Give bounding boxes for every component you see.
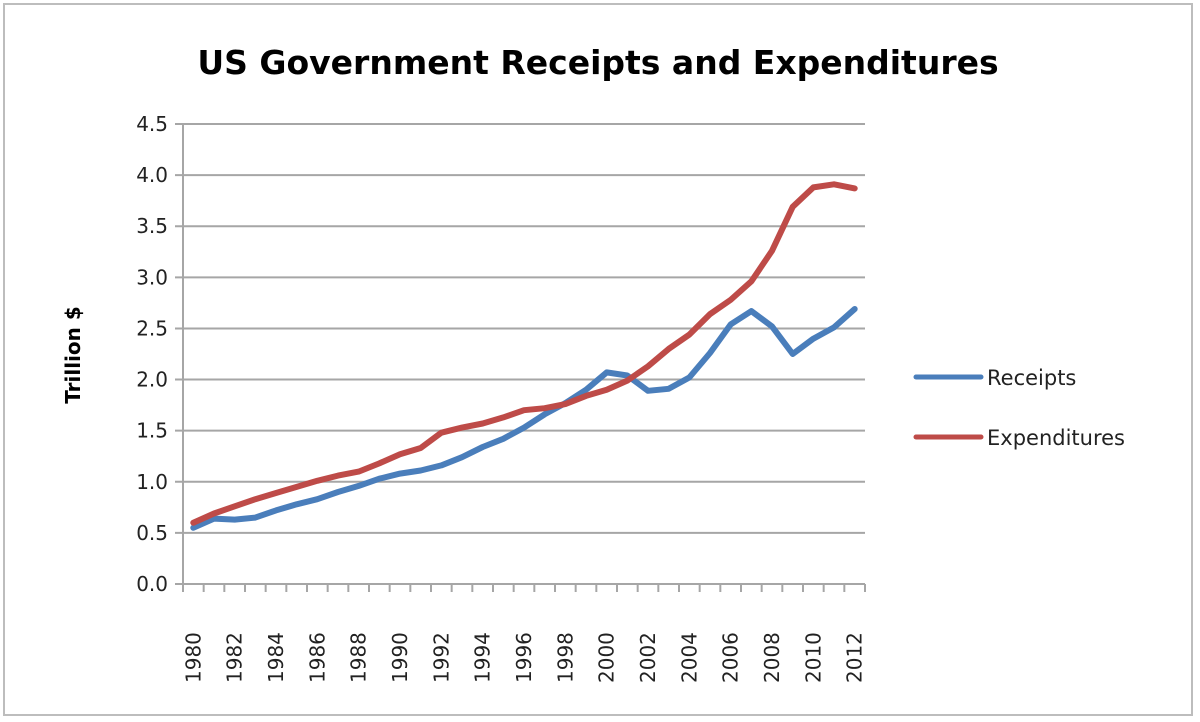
gridlines xyxy=(175,123,865,585)
chart-frame xyxy=(3,3,1193,716)
x-tick-label: 2010 xyxy=(801,632,825,683)
chart-title: US Government Receipts and Expenditures xyxy=(197,43,998,82)
y-tick-label: 0.0 xyxy=(136,572,168,596)
x-tick-label: 1988 xyxy=(347,632,371,683)
y-tick-label: 3.5 xyxy=(136,214,168,238)
legend-item-expenditures: Expenditures xyxy=(913,426,1125,450)
x-tick-label: 1996 xyxy=(512,632,536,683)
x-tick-label: 1982 xyxy=(223,632,247,683)
y-tick-label: 4.0 xyxy=(136,163,168,187)
legend-label: Expenditures xyxy=(987,426,1125,450)
y-tick-label: 2.0 xyxy=(136,368,168,392)
x-tick-label: 1980 xyxy=(181,632,205,683)
y-axis-title: Trillion $ xyxy=(61,306,85,404)
y-tick-label: 1.0 xyxy=(136,470,168,494)
x-tick-label: 1992 xyxy=(429,632,453,683)
x-tick-label: 2006 xyxy=(719,632,743,683)
series-line-expenditures xyxy=(190,181,858,526)
y-tick-label: 3.0 xyxy=(136,265,168,289)
series-lines xyxy=(190,181,858,531)
y-tick-label: 0.5 xyxy=(136,521,168,545)
x-tick-label: 1990 xyxy=(388,632,412,683)
axes: 0.0 0.5 1.0 1.5 2.0 2.5 3.0 3.5 4.0 4.5 1980 1982 19… xyxy=(136,112,866,683)
x-tick-label: 2000 xyxy=(595,632,619,683)
y-tick-label: 4.5 xyxy=(136,112,168,136)
x-tick-label: 2004 xyxy=(677,632,701,683)
legend-label: Receipts xyxy=(987,366,1076,390)
x-tick-label: 2002 xyxy=(636,632,660,683)
x-tick-label: 2008 xyxy=(760,632,784,683)
legend-item-receipts: Receipts xyxy=(913,366,1076,390)
x-tick-label: 1984 xyxy=(264,632,288,683)
y-tick-label: 2.5 xyxy=(136,316,168,340)
x-tick-label: 1986 xyxy=(305,632,329,683)
x-tick-label: 1998 xyxy=(553,632,577,683)
legend: Receipts Expenditures xyxy=(913,366,1125,450)
x-tick-label: 1994 xyxy=(471,632,495,683)
x-tick-label: 2012 xyxy=(843,632,867,683)
series-line-receipts xyxy=(190,306,858,531)
y-tick-label: 1.5 xyxy=(136,419,168,443)
